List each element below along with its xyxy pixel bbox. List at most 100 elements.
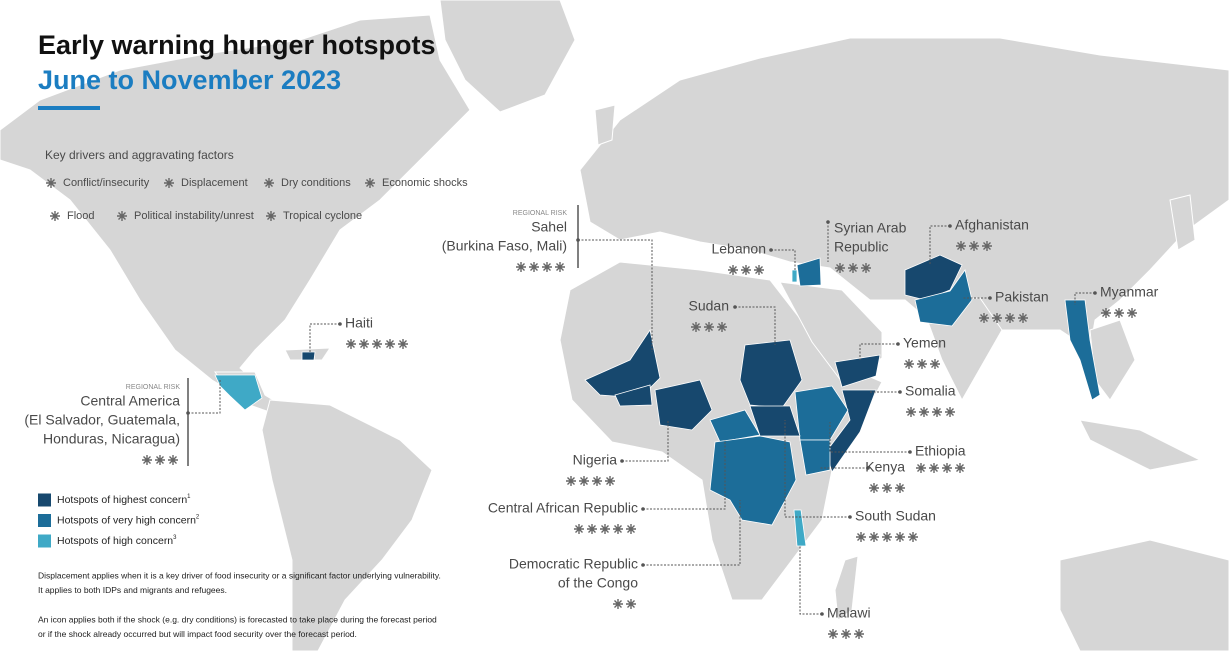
icon-glyph [605,476,615,486]
hotspot-name: Haiti [345,315,373,331]
leader-line [643,500,741,566]
driver-icon [854,629,864,639]
hotspot-name: Pakistan [995,289,1049,305]
title-rule [38,106,100,110]
concern-label-text: Hotspots of high concern [57,535,173,547]
leader-dot [948,224,952,228]
driver-label: Political instability/unrest [134,210,254,222]
driver-icon [979,313,989,323]
region-tag: REGIONAL RISK [513,210,568,217]
icon-glyph [626,524,636,534]
icon-glyph [882,532,892,542]
driver-icon [50,211,60,221]
icon-glyph [717,322,727,332]
icon-glyph [895,483,905,493]
icon-glyph [992,313,1002,323]
hotspot-name: Yemen [903,335,946,351]
hotspot-area [214,374,263,411]
driver-icon [359,339,369,349]
icon-glyph [945,407,955,417]
hotspot-name: Kenya [865,459,905,475]
driver-icon [828,629,838,639]
concern-label: Hotspots of very high concern2 [57,514,200,526]
icon-glyph [932,407,942,417]
region-tag: REGIONAL RISK [126,384,181,391]
driver-icon [164,178,174,188]
driver-icon [587,524,597,534]
icon-glyph [930,359,940,369]
concern-swatch [38,514,51,527]
concern-label-text: Hotspots of highest concern [57,494,187,506]
driver-label: Conflict/insecurity [63,177,150,189]
hotspot-name: Sahel [531,219,567,235]
icon-glyph [385,339,395,349]
hotspot-name: Honduras, Nicaragua) [43,431,180,447]
driver-icon [574,524,584,534]
leader-line [309,323,340,353]
icon-glyph [906,407,916,417]
driver-icon [717,322,727,332]
driver-icon [555,262,565,272]
icon-glyph [613,599,623,609]
driver-icon [1005,313,1015,323]
driver-icon [992,313,1002,323]
driver-icon [1018,313,1028,323]
icon-glyph [587,524,597,534]
hotspot-areas [214,254,1101,547]
hotspot-name: Central African Republic [488,500,638,516]
icon-glyph [266,211,276,221]
driver-icon [841,629,851,639]
leader-dot [620,459,624,463]
driver-icon [605,476,615,486]
leader-dot [988,296,992,300]
driver-icon [919,407,929,417]
driver-icon [168,455,178,465]
note-line: Displacement applies when it is a key dr… [38,570,441,580]
hotspot-name: Malawi [827,605,871,621]
icon-glyph [969,241,979,251]
driver-icon [155,455,165,465]
icon-glyph [869,532,879,542]
hotspot-name: Republic [834,239,888,255]
icon-glyph [1127,308,1137,318]
icon-glyph [46,178,56,188]
icon-glyph [828,629,838,639]
driver-icon [728,265,738,275]
driver-icon [882,532,892,542]
leader-line [929,225,950,265]
driver-icon [542,262,552,272]
driver-icon [895,532,905,542]
driver-icon [930,359,940,369]
icon-glyph [741,265,751,275]
icon-glyph [155,455,165,465]
concern-label: Hotspots of high concern3 [57,535,177,547]
icon-glyph [895,532,905,542]
hotspot-area [793,509,807,547]
driver-icon [904,359,914,369]
driver-icon [365,178,375,188]
leader-dot [641,563,645,567]
icon-glyph [916,463,926,473]
driver-icon [142,455,152,465]
hotspot-area [914,269,973,327]
driver-icon [982,241,992,251]
leader-dot [820,612,824,616]
driver-icon [626,524,636,534]
leader-dot [896,342,900,346]
leader-line [622,420,669,462]
hotspot-name: Sudan [689,298,729,314]
leader-dot [733,305,737,309]
driver-label: Displacement [181,177,248,189]
icon-glyph [164,178,174,188]
driver-icon [969,241,979,251]
note-line: or if the shock already occurred but wil… [38,629,357,639]
hotspot-area [834,354,881,388]
icon-glyph [869,483,879,493]
icon-glyph [168,455,178,465]
concern-note: 3 [173,535,177,541]
leader-dot [769,248,773,252]
leader-line [643,440,726,510]
icon-glyph [1101,308,1111,318]
